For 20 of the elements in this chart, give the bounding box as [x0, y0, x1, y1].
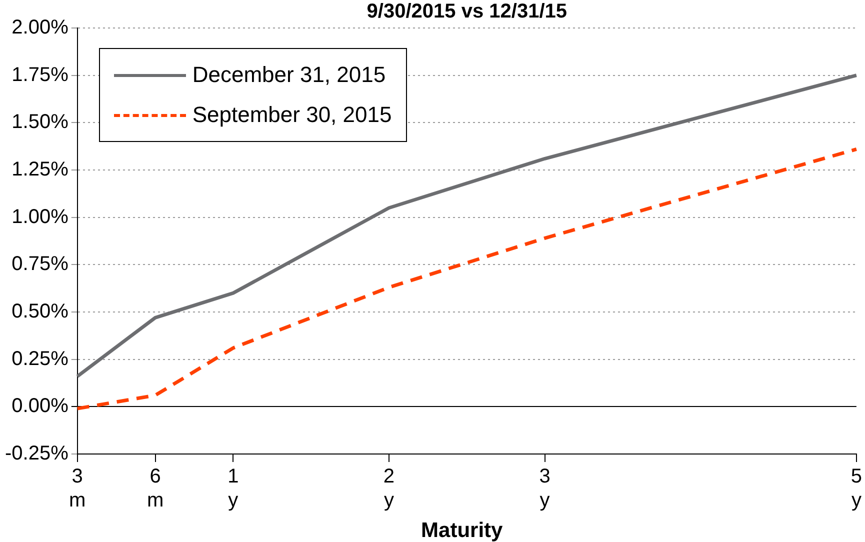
x-tick-label: 1 y	[228, 466, 239, 512]
y-tick-label: 2.00%	[12, 16, 69, 39]
x-tick-label: 6 m	[146, 466, 164, 512]
y-tick-label: 1.50%	[12, 111, 69, 134]
legend-label: December 31, 2015	[192, 62, 386, 88]
x-tick-label: 3 m	[69, 466, 86, 512]
y-tick-label: -0.25%	[4, 442, 69, 465]
legend-label: September 30, 2015	[192, 102, 392, 128]
x-tick-label: 3 y	[539, 466, 550, 512]
y-tick-label: 1.75%	[12, 64, 69, 86]
x-tick-label: 5 y	[850, 466, 862, 512]
y-tick-label: 0.25%	[12, 348, 69, 370]
y-tick-label: 1.00%	[12, 206, 69, 228]
x-axis-title: Maturity	[421, 519, 504, 542]
y-tick-label: 0.00%	[12, 395, 69, 418]
chart-title: 9/30/2015 vs 12/31/15	[366, 0, 567, 23]
x-tick-label: 2 y	[383, 466, 395, 512]
y-tick-label: 1.25%	[12, 158, 69, 181]
y-tick-label: 0.75%	[12, 253, 69, 276]
y-tick-label: 0.50%	[12, 300, 69, 323]
